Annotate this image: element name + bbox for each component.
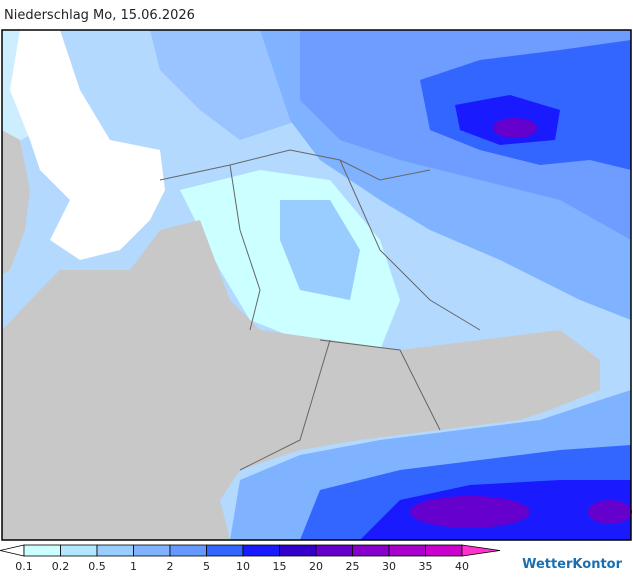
legend-swatch [388,544,426,557]
legend-label: 10 [236,560,250,573]
precip-area [150,30,300,140]
legend-label: 5 [203,560,210,573]
land-no-precip [2,130,30,275]
legend-label: 1 [130,560,137,573]
legend-label: 40 [455,560,469,573]
legend-label: 20 [309,560,323,573]
legend-swatch [352,544,390,557]
precip-area [493,118,537,138]
legend-arrow-low [0,544,25,557]
precip-area [280,200,360,300]
legend-label: 30 [382,560,396,573]
map [1,29,632,541]
legend-label: 35 [419,560,433,573]
legend-swatch [425,544,463,557]
legend-swatch [242,544,280,557]
legend-swatch [133,544,171,557]
legend-label: 0.2 [52,560,70,573]
legend-label: 0.1 [15,560,33,573]
sea-no-data [10,30,165,260]
title: Niederschlag Mo, 15.06.2026 [4,8,195,23]
legend-label: 15 [273,560,287,573]
legend-swatch [279,544,317,557]
legend-swatch [315,544,353,557]
legend-label: 2 [167,560,174,573]
legend-swatch [60,544,98,557]
precip-area [410,496,530,528]
legend-swatch [96,544,134,557]
legend-label: 25 [346,560,360,573]
legend-swatch [206,544,244,557]
legend-swatch [23,544,61,557]
legend-swatch [169,544,207,557]
brand: WetterKontor [522,557,623,572]
land-no-precip [2,220,600,540]
precip-area [588,500,632,524]
border-line [159,149,481,471]
legend-arrow-high [461,544,501,557]
legend-label: 0.5 [88,560,106,573]
legend: 0.1 0.2 0.5 1 2 5 10 15 20 25 30 35 40 [0,544,501,573]
map-frame [1,29,632,541]
